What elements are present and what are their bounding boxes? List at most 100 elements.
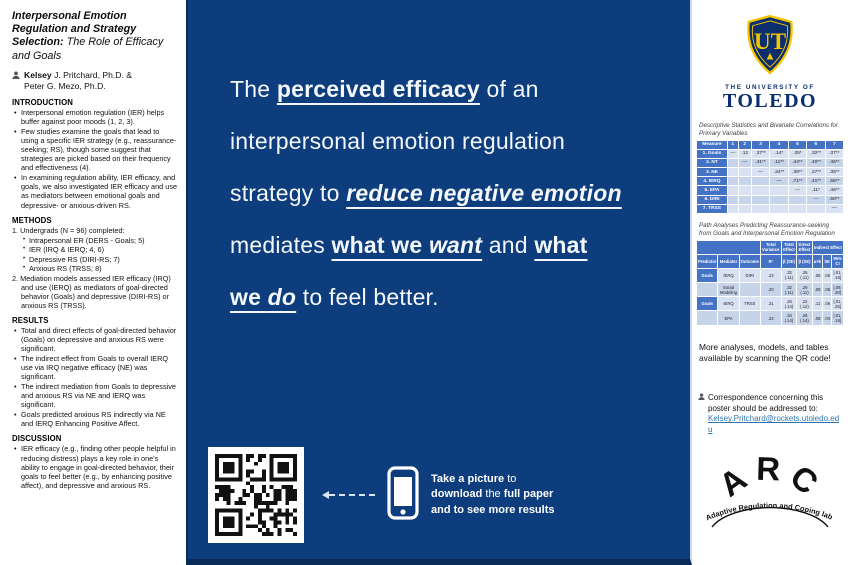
- table-cell: .39**: [787, 167, 808, 178]
- correspondence-body: Correspondence concerning this poster sh…: [708, 393, 842, 435]
- table-cell: [737, 194, 752, 205]
- list-item: Depressive RS (DIRI-RS; 7): [23, 255, 178, 264]
- introduction-list: Interpersonal emotion regulation (IER) h…: [12, 108, 178, 210]
- table-cell: .37**: [750, 148, 771, 159]
- table-cell: Social Modeling: [717, 282, 740, 298]
- headline-segment: strategy to: [230, 179, 347, 206]
- table-header-cell: SE: [822, 253, 833, 269]
- table-cell: [750, 203, 771, 215]
- headline: The perceived efficacy of an interperson…: [188, 0, 690, 324]
- table-cell: [750, 194, 771, 205]
- headline-segment: want: [428, 231, 483, 258]
- list-item: Few studies examine the goals that lead …: [14, 127, 178, 172]
- arc-monogram: ARC: [712, 450, 823, 506]
- table-cell: .11**: [769, 157, 789, 169]
- table-cell: .22 (.12): [796, 296, 813, 312]
- table-header-cell: 6: [806, 139, 826, 150]
- table-cell: [787, 203, 808, 215]
- table-header-cell: Mediator: [717, 253, 740, 269]
- table-header-cell: 7: [824, 139, 845, 150]
- table-cell: .32 (.11): [780, 267, 798, 284]
- section-results: RESULTS Total and direct effects of goal…: [12, 316, 178, 429]
- poster-title: Interpersonal Emotion Regulation and Str…: [12, 10, 178, 63]
- table-cell: .06: [822, 296, 833, 312]
- table-cell: .04: [822, 310, 833, 326]
- list-item: The indirect mediation from Goals to dep…: [14, 382, 178, 409]
- table-row: 5. EPA — .11* .46**: [696, 185, 845, 196]
- table-cell: .35**: [824, 167, 845, 178]
- table-cell: .60**: [824, 194, 845, 205]
- table-row: EPA .22.34 (.14) .26 (.14) .08.04 [.01, .18]: [695, 310, 844, 326]
- author-names: Kelsey J. Pritchard, Ph.D. & Peter G. Me…: [24, 70, 132, 92]
- table-cell: —: [726, 148, 739, 159]
- author-first-rest: J. Pritchard, Ph.D. &: [51, 69, 132, 80]
- table-cell: [.01, .25]: [831, 296, 844, 312]
- main-panel: The perceived efficacy of an interperson…: [186, 0, 692, 565]
- correspondence: Correspondence concerning this poster sh…: [698, 393, 842, 435]
- table2-group-header: Total Effect: [780, 239, 798, 255]
- list-item: Total and direct effects of goal-directe…: [14, 326, 178, 353]
- table-cell: .14*: [769, 148, 789, 159]
- headline-segment: what we: [331, 231, 429, 258]
- table2-caption: Path Analyses Predicting Reassurance-see…: [699, 222, 835, 237]
- qr-caption-segment: to: [504, 472, 517, 485]
- table-row: 1. Goals — .12.37** .14* .25* .32** .37**: [696, 148, 845, 159]
- table-row: Goals IERQ DIRI .22.32 (.11) .26 (.11) .08.05…: [695, 267, 844, 284]
- section-introduction: INTRODUCTION Interpersonal emotion regul…: [12, 98, 178, 210]
- university-of-toledo-logo: UT THE UNIVERSITY OF TOLEDO: [723, 14, 817, 112]
- ut-monogram: UT: [754, 29, 787, 55]
- table-cell: .08: [811, 310, 824, 326]
- table-header-cell: Measure: [696, 139, 728, 150]
- table-cell: —: [737, 157, 752, 169]
- table-cell: .26 (.11): [796, 267, 813, 284]
- table-header-cell: 95% CI: [831, 253, 844, 269]
- person-icon: [12, 71, 20, 92]
- table-cell: [738, 310, 761, 326]
- headline-segment: reduce negative emotion: [346, 179, 622, 206]
- table-cell: [726, 185, 739, 196]
- table-cell: .34 (.14): [780, 310, 798, 326]
- table-cell: .11*: [806, 185, 826, 196]
- headline-segment: what: [534, 231, 588, 258]
- table-cell: .34**: [769, 167, 789, 178]
- table-cell: [726, 157, 739, 169]
- table-cell: —: [769, 176, 789, 187]
- descriptive-stats-table: Measure 1 2 3 4 5 6 7 1. Goals — .12.37** .14* .25*…: [696, 139, 845, 215]
- table-cell: [.01, .18]: [831, 310, 844, 326]
- list-item: In examining regulation ability, IER eff…: [14, 173, 178, 209]
- svg-text:ARC: ARC: [712, 450, 830, 506]
- headline-segment: The: [230, 76, 277, 102]
- table-row: 3. NE — .34** .39** .27** .35**: [696, 167, 845, 178]
- methods-item-1: 1. Undergrads (N = 96) completed:: [12, 225, 125, 235]
- table-cell: 4. IERQ: [696, 176, 728, 187]
- table-row: Social Modeling .20.32 (.11) .29 (.11) .08.…: [695, 282, 844, 298]
- table-cell: [769, 185, 789, 196]
- discussion-heading: DISCUSSION: [12, 434, 62, 444]
- poster-title-bold: Interpersonal Emotion Regulation and Str…: [12, 10, 137, 49]
- qr-caption-segment: full paper: [503, 488, 554, 501]
- list-item: Anxious RS (TRSS; 8): [23, 264, 178, 273]
- table2-group-header: Total Variance: [759, 239, 782, 255]
- poster-title-light: The Role of Efficacy and Goals: [12, 36, 164, 62]
- email-link[interactable]: Kelsey.Pritchard@rockets.utoledo.edu: [708, 414, 840, 434]
- table-cell: .20: [759, 282, 782, 298]
- table-cell: .31: [759, 296, 782, 312]
- table-cell: .25*: [787, 148, 808, 159]
- table2-group-header: Direct Effect: [796, 239, 813, 255]
- table-cell: TRSS: [738, 296, 761, 312]
- qr-caption-segment: the: [482, 488, 504, 501]
- table-cell: [769, 194, 789, 205]
- table-row: 2. NT — .41** .11** .44** .40** .46**: [696, 157, 845, 169]
- table-cell: IERQ: [717, 296, 740, 312]
- table-cell: .46**: [824, 157, 845, 169]
- table-cell: [737, 176, 752, 187]
- left-panel: Interpersonal Emotion Regulation and Str…: [0, 0, 186, 565]
- headline-segment: to feel better.: [296, 283, 439, 310]
- qr-caption: Take a picture to download the full pape…: [431, 472, 681, 519]
- table-cell: .05: [822, 267, 833, 284]
- qr-pattern: [215, 454, 297, 536]
- table-cell: [750, 185, 771, 196]
- table-cell: .08: [811, 267, 824, 284]
- table-cell: Goals: [695, 267, 719, 284]
